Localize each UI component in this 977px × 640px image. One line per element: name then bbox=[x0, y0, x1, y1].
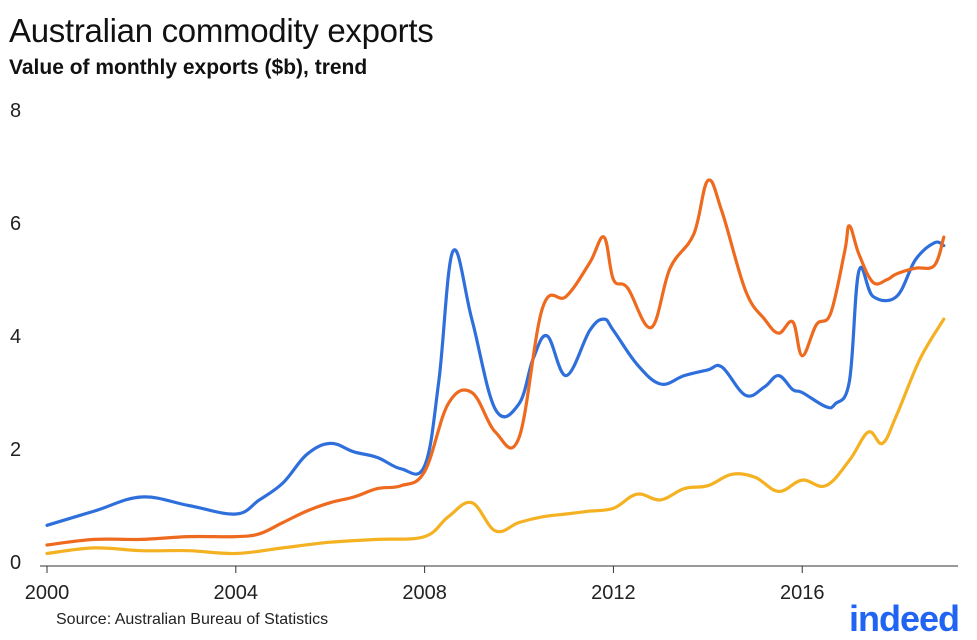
chart-subtitle: Value of monthly exports ($b), trend bbox=[9, 56, 368, 79]
x-tick-label: 2016 bbox=[780, 582, 825, 604]
source-note: Source: Australian Bureau of Statistics bbox=[56, 611, 329, 628]
y-tick-label: 0 bbox=[10, 552, 21, 574]
series-line-coal bbox=[45, 240, 946, 527]
series-line-iron-ore bbox=[45, 178, 946, 547]
series-line-lng bbox=[45, 317, 946, 556]
indeed-logo[interactable]: indeed bbox=[848, 598, 960, 639]
x-tick-label: 2004 bbox=[214, 582, 259, 604]
y-tick-label: 2 bbox=[10, 439, 21, 461]
chart-title: Australian commodity exports bbox=[9, 12, 434, 49]
y-tick-label: 8 bbox=[10, 100, 21, 122]
x-tick-label: 2000 bbox=[25, 582, 70, 604]
x-tick-label: 2008 bbox=[402, 582, 447, 604]
y-tick-label: 4 bbox=[10, 326, 21, 348]
x-tick-label: 2012 bbox=[591, 582, 636, 604]
y-tick-label: 6 bbox=[10, 213, 21, 235]
